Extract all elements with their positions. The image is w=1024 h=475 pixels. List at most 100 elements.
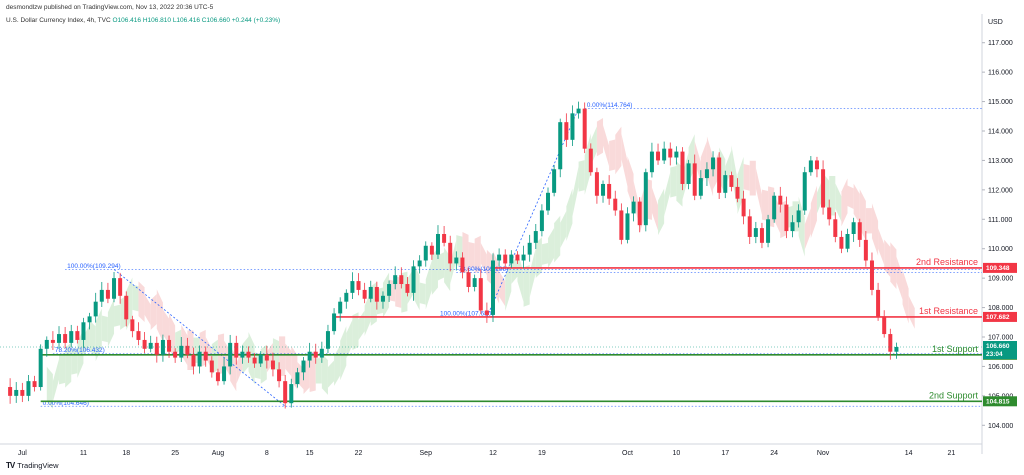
price-tick-label: 108.000 — [988, 305, 1013, 312]
candle-body — [99, 289, 104, 302]
candle-body — [209, 360, 214, 373]
symbol-line: U.S. Dollar Currency Index, 4h, TVC O106… — [6, 17, 280, 24]
cloud-segment — [382, 272, 390, 318]
candle-body — [69, 331, 74, 343]
level-price-tag-text: 104.815 — [986, 399, 1010, 406]
price-tick-label: 113.000 — [988, 158, 1013, 165]
cloud-segment — [352, 312, 359, 350]
fib-level-label: 78.60%(109.196) — [458, 266, 508, 273]
candle-body — [185, 345, 190, 355]
time-tick-label: 10 — [672, 450, 680, 457]
cloud-segment — [419, 282, 426, 305]
ohlc-values: O106.416 H106.810 L106.416 C106.660 +0.2… — [112, 17, 281, 24]
candle-body — [81, 322, 86, 340]
candle-body — [393, 275, 398, 285]
cloud-segment — [621, 133, 628, 187]
candle-body — [790, 222, 795, 232]
candle-body — [766, 219, 771, 243]
candle-body — [497, 254, 502, 261]
candle-body — [435, 234, 440, 255]
candle-body — [38, 348, 43, 388]
candle-body — [588, 148, 593, 173]
level-label: 2nd Support — [929, 390, 979, 400]
cloud-segment — [114, 304, 121, 327]
candle-body — [197, 351, 202, 367]
candle-body — [552, 169, 557, 193]
cloud-segment — [364, 291, 371, 336]
candle-body — [105, 289, 110, 299]
candle-body — [344, 292, 349, 302]
candle-body — [460, 257, 465, 273]
cloud-segment — [59, 352, 66, 385]
candle-body — [625, 213, 630, 240]
tradingview-logo: TV TradingView — [6, 461, 59, 470]
candle-body — [717, 157, 722, 193]
time-tick-label: 18 — [122, 450, 130, 457]
candle-body — [228, 342, 233, 367]
cloud-segment — [279, 336, 286, 376]
cloud-segment — [156, 289, 163, 343]
candle-body — [503, 254, 508, 264]
cloud-segment — [150, 294, 157, 330]
candle-body — [307, 351, 312, 361]
cloud-segment — [804, 208, 811, 250]
fib-level-label: 0.00%(114.764) — [587, 102, 633, 109]
price-tick-label: 104.000 — [988, 423, 1013, 430]
candle-body — [845, 234, 850, 249]
candle-body — [380, 295, 385, 302]
cloud-segment — [327, 360, 335, 388]
countdown-text: 23:04 — [986, 351, 1003, 358]
cloud-segment — [627, 156, 634, 209]
cloud-segment — [603, 125, 610, 167]
candle-body — [8, 387, 13, 396]
candle-body — [154, 342, 159, 355]
candle-body — [515, 254, 520, 261]
candle-body — [509, 254, 514, 264]
candle-body — [821, 169, 826, 208]
cloud-segment — [285, 343, 292, 377]
time-tick-label: 25 — [171, 450, 179, 457]
candle-body — [576, 108, 581, 114]
cloud-segment — [841, 178, 848, 227]
price-tick-label: 112.000 — [988, 187, 1013, 194]
candle-body — [442, 234, 447, 243]
candle-body — [173, 351, 178, 358]
cloud-segment — [468, 241, 475, 269]
candle-body — [698, 178, 703, 196]
candle-body — [613, 198, 618, 211]
candle-body — [662, 148, 667, 161]
cloud-segment — [52, 359, 60, 402]
cloud-segment — [315, 358, 322, 384]
candle-body — [796, 210, 801, 223]
time-tick-label: 14 — [905, 450, 913, 457]
price-tick-label: 110.000 — [988, 246, 1013, 253]
cloud-segment — [65, 342, 72, 388]
candle-body — [808, 160, 813, 173]
level-label: 2nd Resistance — [916, 257, 978, 267]
cloud-segment — [890, 242, 897, 290]
time-tick-label: 24 — [770, 450, 778, 457]
candle-body — [533, 231, 538, 243]
time-tick-label: Nov — [817, 450, 830, 457]
candle-body — [784, 204, 789, 232]
candle-body — [246, 351, 251, 358]
candle-body — [484, 310, 489, 315]
candle-body — [466, 272, 471, 287]
ichimoku-cloud — [46, 118, 915, 409]
candle-body — [44, 339, 49, 349]
time-tick-label: 15 — [306, 450, 314, 457]
candle-body — [429, 245, 434, 255]
cloud-segment — [340, 326, 347, 381]
candle-body — [417, 260, 422, 267]
cloud-segment — [829, 176, 836, 216]
cloud-segment — [700, 141, 707, 188]
candle-body — [692, 163, 697, 196]
candle-body — [136, 331, 141, 340]
candle-body — [674, 151, 679, 158]
candle-body — [264, 354, 269, 361]
candle-body — [448, 242, 453, 264]
level-price-tag-text: 109.348 — [986, 265, 1010, 272]
candle-body — [753, 228, 758, 237]
